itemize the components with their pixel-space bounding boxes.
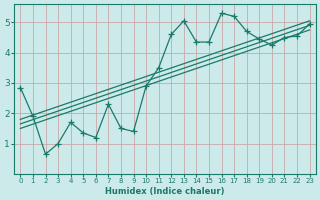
X-axis label: Humidex (Indice chaleur): Humidex (Indice chaleur): [105, 187, 225, 196]
